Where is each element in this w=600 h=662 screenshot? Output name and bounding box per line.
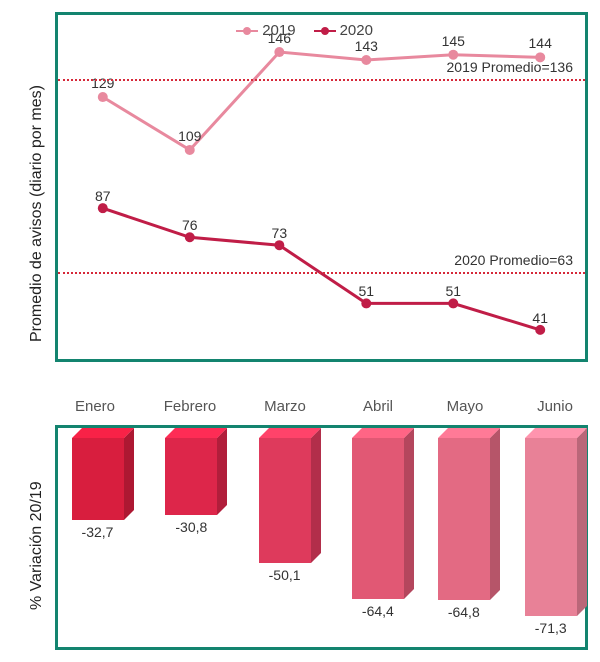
series-value-label: 109	[178, 128, 201, 144]
legend-swatch	[236, 30, 258, 32]
month-label: Abril	[363, 398, 393, 415]
bar	[165, 438, 217, 515]
series-marker	[535, 325, 545, 335]
bar	[72, 438, 124, 520]
average-line	[58, 272, 585, 274]
series-value-label: 41	[532, 310, 548, 326]
figure-root: 1291091461431451448776735151412019 Prome…	[0, 0, 600, 662]
month-label: Enero	[75, 398, 115, 415]
series-marker	[361, 298, 371, 308]
bar-value-label: -64,8	[448, 604, 480, 620]
bar-value-label: -32,7	[82, 524, 114, 540]
month-label: Mayo	[447, 398, 484, 415]
series-marker	[185, 145, 195, 155]
series-marker	[98, 92, 108, 102]
month-label: Febrero	[164, 398, 217, 415]
series-marker	[448, 298, 458, 308]
line-chart-y-title: Promedio de avisos (diario por mes)	[28, 85, 46, 342]
line-chart-panel: 1291091461431451448776735151412019 Prome…	[55, 12, 588, 362]
series-marker	[98, 203, 108, 213]
series-marker	[185, 232, 195, 242]
legend-label: 2020	[340, 22, 373, 39]
series-value-label: 51	[445, 283, 461, 299]
series-value-label: 129	[91, 75, 114, 91]
series-value-label: 76	[182, 217, 198, 233]
bar	[352, 438, 404, 599]
series-marker	[274, 47, 284, 57]
bar	[525, 438, 577, 616]
bar-chart-panel: -32,7 -30,8 -50,1 -64,4 -64,8 -71,3	[55, 425, 588, 650]
series-value-label: 51	[358, 283, 374, 299]
bar	[259, 438, 311, 563]
series-marker	[274, 240, 284, 250]
average-label: 2019 Promedio=136	[447, 59, 574, 75]
month-label: Marzo	[264, 398, 306, 415]
bar-value-label: -64,4	[362, 603, 394, 619]
series-value-label: 145	[442, 33, 465, 49]
series-line-2020	[103, 208, 540, 330]
series-value-label: 144	[529, 35, 552, 51]
bar-chart-y-title: % Variación 20/19	[28, 481, 46, 610]
month-label: Junio	[537, 398, 573, 415]
bar	[438, 438, 490, 600]
legend-swatch	[314, 30, 336, 32]
legend: 2019 2020	[236, 22, 373, 39]
legend-label: 2019	[262, 22, 295, 39]
series-value-label: 143	[355, 38, 378, 54]
series-marker	[361, 55, 371, 65]
average-line	[58, 79, 585, 81]
bar-value-label: -71,3	[535, 620, 567, 636]
bar-value-label: -50,1	[269, 567, 301, 583]
series-value-label: 73	[272, 225, 288, 241]
bar-value-label: -30,8	[175, 519, 207, 535]
legend-item: 2020	[314, 22, 373, 39]
average-label: 2020 Promedio=63	[454, 252, 573, 268]
legend-item: 2019	[236, 22, 295, 39]
series-value-label: 87	[95, 188, 111, 204]
